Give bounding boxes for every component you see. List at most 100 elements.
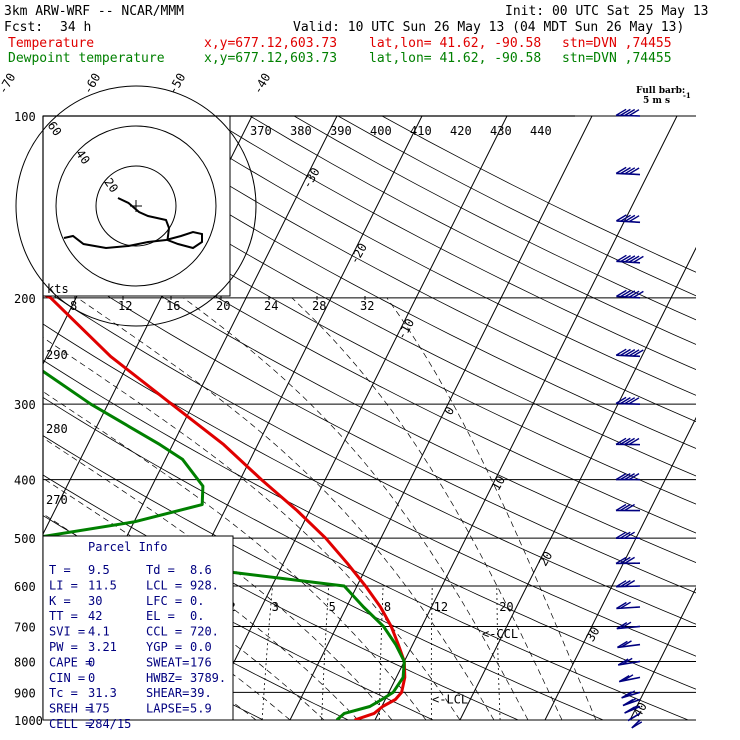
wind-barb-flag — [615, 108, 627, 116]
hodograph-ring-label: 60 — [45, 119, 65, 139]
parcel-info-key: CCL = — [146, 625, 182, 639]
isotherm-label: -40 — [250, 71, 273, 97]
pressure-tick-label: 100 — [14, 110, 36, 124]
theta-left-label: 290 — [46, 348, 68, 362]
wind-barb-flag — [633, 255, 644, 264]
mixing-ratio-label: 5 — [329, 600, 336, 614]
dry-adiabat — [117, 116, 696, 423]
theta-label: 440 — [530, 124, 552, 138]
cape-scale-label: 8 — [70, 299, 77, 313]
parcel-info-key: HWBZ= — [146, 671, 182, 685]
isotherm-label: -20 — [347, 241, 370, 267]
wind-barb — [616, 402, 641, 405]
model-title: 3km ARW-WRF -- NCAR/MMM — [4, 4, 184, 19]
wind-barb-flag — [620, 214, 631, 222]
init-time: Init: 00 UTC Sat 25 May 13 — [505, 4, 709, 19]
wind-barb-flag — [620, 396, 631, 405]
pressure-tick-label: 900 — [14, 686, 36, 700]
pressure-tick-label: 300 — [14, 398, 36, 412]
wind-barb-flag — [628, 437, 640, 446]
isotherm-line — [374, 116, 678, 720]
isotherm-label: -60 — [80, 71, 103, 97]
parcel-info-key: CAPE = — [49, 655, 92, 669]
dewpoint-profile — [43, 369, 406, 720]
parcel-info-key: Tc = — [49, 686, 78, 700]
parcel-info-value: 720. — [190, 625, 219, 639]
parcel-info-value: 42 — [88, 609, 102, 623]
theta-label: 390 — [330, 124, 352, 138]
dry-adiabat — [43, 220, 696, 564]
wind-barb-flag — [628, 215, 640, 223]
wind-barb-flag — [624, 579, 636, 588]
wind-barb-flag — [628, 109, 640, 117]
dry-adiabat — [381, 116, 696, 273]
parcel-info-key: T = — [49, 563, 71, 577]
parcel-info-value: 176 — [190, 655, 212, 669]
dry-adiabat — [205, 116, 696, 371]
theta-label: 430 — [490, 124, 512, 138]
parcel-info-value: 11.5 — [88, 578, 117, 592]
wind-barb-flag — [619, 472, 631, 481]
dry-adiabat — [43, 323, 696, 657]
cape-scale-label: 32 — [360, 299, 374, 313]
hodograph-unit-label: kts — [47, 282, 69, 296]
pressure-tick-label: 1000 — [14, 714, 43, 728]
parcel-info-value: 3.21 — [88, 640, 117, 654]
dry-adiabat — [43, 288, 696, 625]
isotherm-line — [204, 116, 508, 720]
mixing-ratio-label: 12 — [434, 600, 448, 614]
lcl-marker: <-LCL — [432, 693, 468, 707]
wind-barb-flag — [615, 396, 627, 405]
wind-barb-flag — [620, 621, 632, 629]
wind-barb-flag — [624, 348, 636, 357]
wind-barb — [616, 606, 641, 610]
wind-barb-flag — [616, 621, 628, 630]
wind-barb-flag — [628, 290, 640, 298]
theta-left-label: 270 — [46, 493, 68, 507]
wind-barb-flag — [621, 640, 632, 648]
wind-barb-flag — [624, 472, 635, 481]
wind-barb-flag — [616, 214, 627, 222]
temperature-xy: x,y=677.12,603.73 — [204, 36, 337, 51]
wind-barb-flag — [628, 349, 640, 357]
dry-adiabat — [43, 124, 696, 477]
wind-barb-flag — [617, 640, 628, 649]
parcel-info-value: 284/15 — [88, 717, 131, 731]
wind-barb-flag — [620, 348, 631, 357]
parcel-info-value: 0.0 — [190, 640, 212, 654]
parcel-info-key: SREH = — [49, 702, 92, 716]
pressure-tick-label: 200 — [14, 292, 36, 306]
parcel-info-key: SWEAT= — [146, 655, 189, 669]
parcel-info-key: TT = — [49, 609, 78, 623]
wind-barb-flag — [624, 556, 635, 565]
wind-barb-flag — [619, 437, 631, 446]
valid-time: Valid: 10 UTC Sun 26 May 13 (04 MDT Sun … — [293, 20, 684, 35]
hodograph: 20 40 60 kts — [15, 85, 257, 327]
parcel-info-box — [42, 535, 234, 721]
wind-barb-flag — [620, 254, 631, 263]
wind-barb-flag — [618, 674, 630, 683]
parcel-info-value: 175 — [88, 702, 110, 716]
theta-label: 400 — [370, 124, 392, 138]
temperature-legend: Temperature — [8, 36, 94, 51]
dry-adiabat — [43, 155, 696, 505]
parcel-info-value: 39. — [190, 686, 212, 700]
hodograph-ring-label: 40 — [73, 147, 93, 167]
wind-barb-flag — [620, 166, 631, 175]
parcel-info-value: 0 — [88, 671, 95, 685]
theta-label: 420 — [450, 124, 472, 138]
wind-barb-flag — [632, 349, 644, 357]
wind-barb-flag — [624, 437, 635, 446]
wind-barb — [616, 114, 641, 117]
wind-barb-flag — [624, 167, 636, 175]
hodograph-ring — [55, 125, 217, 287]
wind-barb-flag — [624, 290, 636, 298]
ccl-marker: <-CCL — [482, 627, 518, 641]
wind-barb-flag — [628, 255, 640, 263]
isotherm-line — [544, 416, 696, 720]
parcel-info-value: 928. — [190, 578, 219, 592]
hodograph-ring — [95, 165, 177, 247]
isotherm-label: -10 — [394, 316, 417, 342]
wind-barb — [617, 643, 641, 649]
wind-barb — [616, 260, 641, 264]
